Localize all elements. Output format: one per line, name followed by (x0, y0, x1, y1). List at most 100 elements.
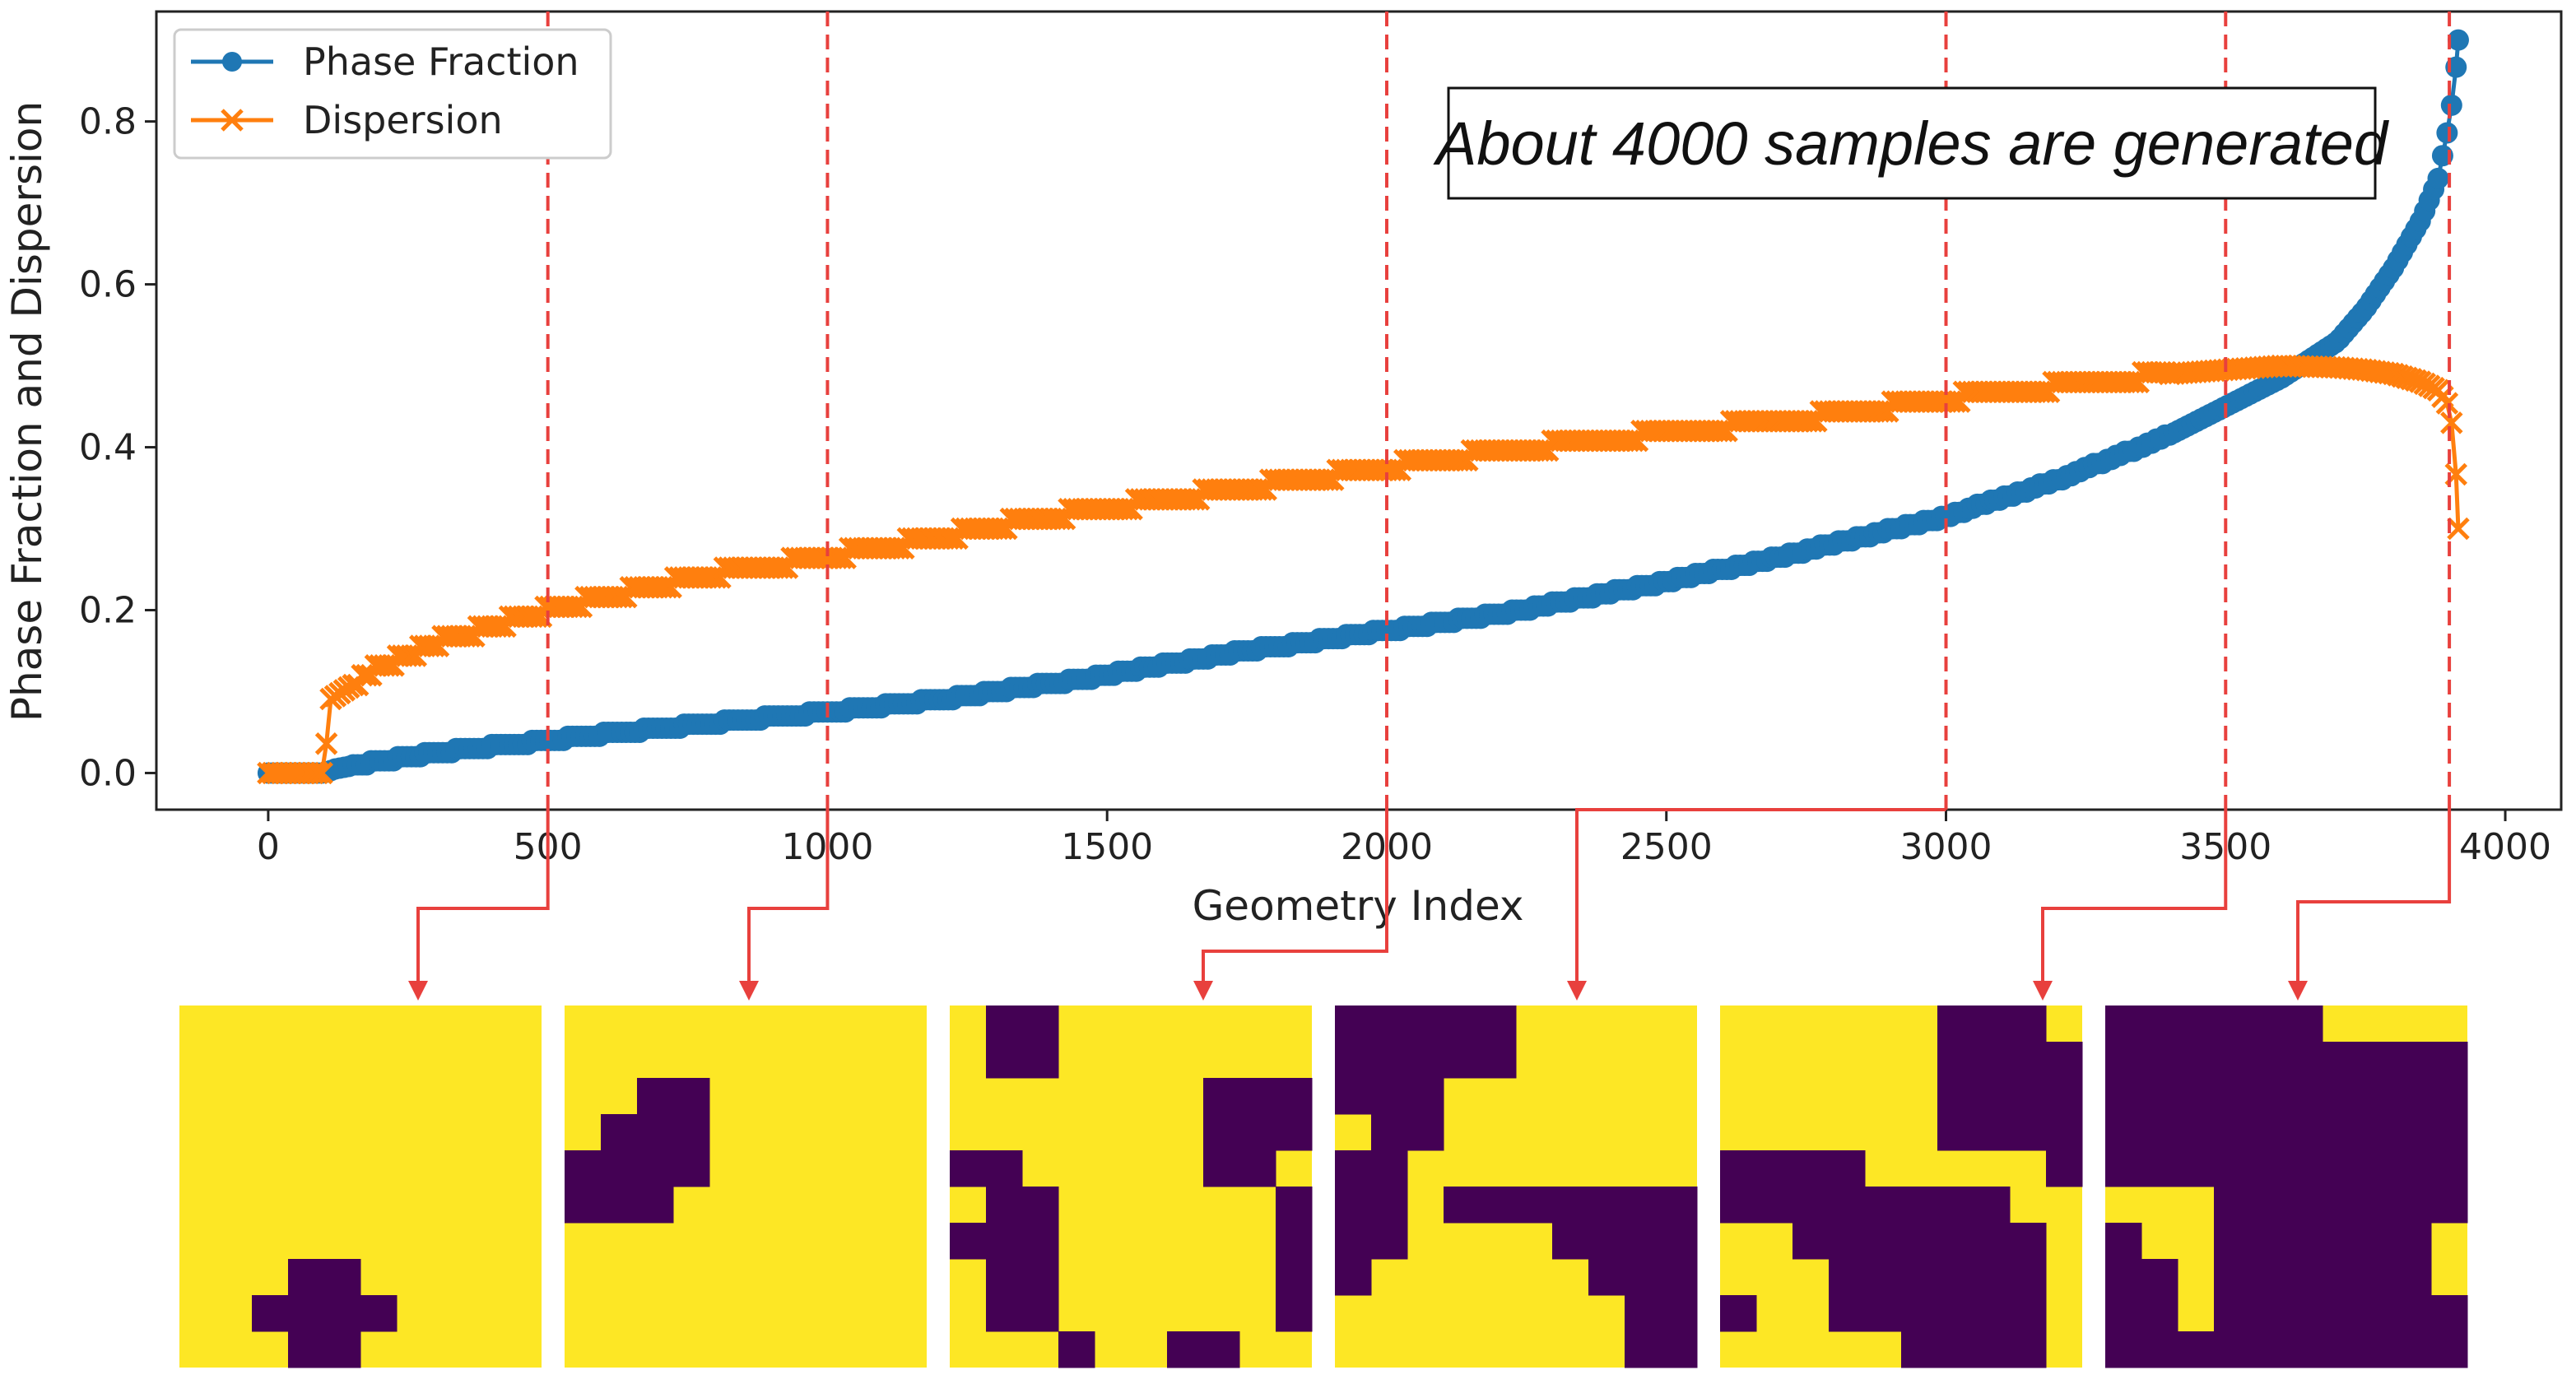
grid-cell-filled (1276, 1223, 1313, 1260)
connector-arrowhead (1193, 981, 1213, 1001)
grid-cell-filled (2359, 1187, 2396, 1224)
grid-cell-filled (2431, 1150, 2468, 1187)
dispersion-point (1447, 448, 1470, 472)
dispersion-point (373, 654, 397, 677)
grid-cell-filled (1720, 1150, 1757, 1187)
grid-cell-filled (2286, 1259, 2323, 1296)
grid-cell-filled (2010, 1042, 2047, 1079)
y-tick-label: 0.0 (79, 752, 137, 794)
dispersion-point (351, 663, 374, 687)
grid-cell-filled (1901, 1223, 1938, 1260)
grid-cell-filled (986, 1042, 1023, 1079)
grid-cell-filled (2359, 1042, 2396, 1079)
grid-cell-filled (1058, 1331, 1095, 1368)
grid-cell-filled (2178, 1042, 2215, 1079)
grid-cell-filled (1480, 1005, 1517, 1043)
grid-cell-filled (1901, 1331, 1938, 1368)
grid-cell-filled (2323, 1042, 2360, 1079)
grid-cell-filled (1901, 1259, 1938, 1296)
phase-fraction-point (2427, 167, 2449, 189)
grid-cell-filled (2431, 1295, 2468, 1332)
grid-cell-filled (2395, 1295, 2432, 1332)
grid-cell-filled (1335, 1078, 1372, 1115)
grid-cell-filled (324, 1331, 361, 1368)
y-tick-label: 0.6 (79, 264, 137, 306)
grid-cell-filled (1480, 1187, 1517, 1224)
grid-cell-filled (1661, 1259, 1698, 1296)
grid-cell-filled (2214, 1042, 2251, 1079)
sample-4-grid (1335, 1005, 1698, 1368)
grid-cell-filled (288, 1259, 325, 1296)
grid-cell-filled (1444, 1042, 1481, 1079)
grid-cell-filled (1407, 1005, 1444, 1043)
grid-cell-filled (2395, 1187, 2432, 1224)
grid-cell-filled (2141, 1259, 2178, 1296)
grid-cell-filled (1625, 1187, 1662, 1224)
connector-arrowhead (1567, 981, 1587, 1001)
grid-cell-filled (2141, 1295, 2178, 1332)
dispersion-point (453, 625, 477, 648)
legend-phase-label: Phase Fraction (303, 39, 579, 84)
grid-cell-filled (1720, 1187, 1757, 1224)
grid-cell-filled (2286, 1331, 2323, 1368)
grid-cell-filled (2286, 1223, 2323, 1260)
grid-cell-filled (2178, 1078, 2215, 1115)
grid-cell-filled (1203, 1331, 1240, 1368)
grid-cell-filled (1937, 1078, 1974, 1115)
dispersion-point (825, 546, 849, 569)
sample-6-grid (2105, 1005, 2468, 1368)
grid-cell-filled (1335, 1005, 1372, 1043)
grid-cell-filled (673, 1078, 710, 1115)
grid-cell-filled (1625, 1223, 1662, 1260)
grid-cell-filled (1974, 1114, 2011, 1151)
grid-cell-filled (2141, 1005, 2178, 1043)
grid-cell-filled (1865, 1295, 1902, 1332)
legend-dispersion-label: Dispersion (303, 98, 503, 142)
grid-cell-filled (2250, 1114, 2287, 1151)
grid-cell-filled (1793, 1150, 1830, 1187)
sample-2-grid (565, 1005, 927, 1368)
grid-cell-filled (324, 1259, 361, 1296)
grid-cell-filled (2046, 1078, 2083, 1115)
grid-cell-filled (252, 1295, 289, 1332)
grid-cell-filled (2286, 1005, 2323, 1043)
grid-cell-filled (1588, 1187, 1625, 1224)
grid-cell-filled (1444, 1005, 1481, 1043)
axes-frame (155, 10, 2563, 811)
grid-cell-filled (2105, 1114, 2142, 1151)
dispersion-point (520, 605, 544, 629)
grid-cell-filled (2178, 1005, 2215, 1043)
grid-cell-filled (1865, 1187, 1902, 1224)
dispersion-point (1111, 497, 1135, 521)
grid-cell-filled (2395, 1259, 2432, 1296)
grid-cell-filled (1865, 1259, 1902, 1296)
grid-cell-filled (2010, 1295, 2047, 1332)
grid-cell-filled (2323, 1295, 2360, 1332)
grid-cell-filled (2359, 1295, 2396, 1332)
grid-cell-filled (1480, 1042, 1517, 1079)
grid-cell-filled (986, 1223, 1023, 1260)
grid-cell-filled (1974, 1259, 2011, 1296)
dispersion-line (267, 364, 2461, 775)
grid-cell-filled (1661, 1187, 1698, 1224)
grid-cell-filled (2286, 1042, 2323, 1079)
grid-cell-filled (2250, 1042, 2287, 1079)
dispersion-point (485, 615, 508, 639)
grid-cell-filled (1022, 1259, 1059, 1296)
grid-cell-filled (1335, 1187, 1372, 1224)
grid-cell-filled (1407, 1114, 1444, 1151)
grid-cell-filled (2105, 1223, 2142, 1260)
connector-line (1575, 808, 1946, 984)
grid-cell-filled (1371, 1078, 1408, 1115)
grid-cell-filled (1022, 1005, 1059, 1043)
dispersion-point (1179, 488, 1202, 511)
legend-dispersion-marker-icon (221, 109, 244, 132)
grid-cell-filled (2395, 1150, 2432, 1187)
grid-cell-filled (324, 1295, 361, 1332)
grid-cell-filled (2010, 1259, 2047, 1296)
dispersion-point (606, 585, 629, 609)
grid-cell-filled (986, 1150, 1023, 1187)
dispersion-point (1796, 410, 1819, 433)
grid-cell-filled (2214, 1259, 2251, 1296)
grid-cell-filled (1829, 1150, 1866, 1187)
